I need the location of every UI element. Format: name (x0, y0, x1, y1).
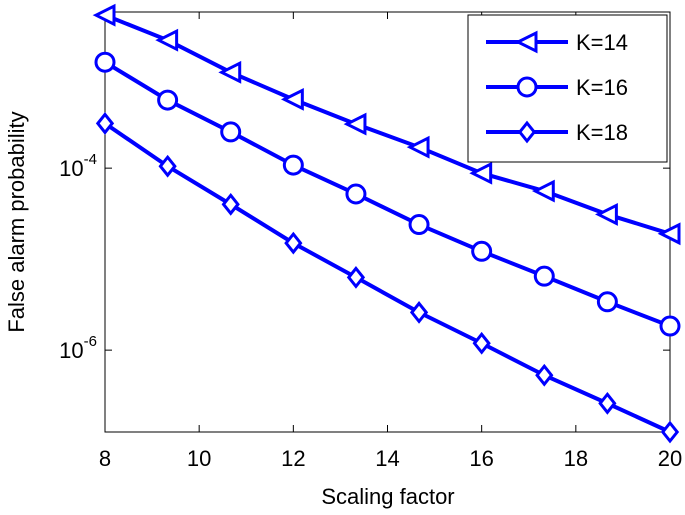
data-point (596, 291, 618, 313)
y-axis-label: False alarm probability (4, 111, 29, 332)
y-tick-label: 10-6 (59, 333, 97, 363)
data-point (472, 331, 491, 355)
data-point (409, 300, 429, 324)
data-point (598, 391, 617, 415)
data-point (157, 89, 179, 111)
data-point (346, 266, 366, 289)
x-tick-label: 8 (99, 446, 111, 471)
data-point (92, 3, 116, 27)
x-axis-label: Scaling factor (321, 484, 454, 509)
data-point (284, 231, 303, 255)
legend-marker (517, 120, 537, 144)
data-point (280, 87, 304, 111)
x-tick-label: 10 (187, 446, 211, 471)
data-point (282, 154, 304, 176)
data-point (471, 240, 493, 262)
legend-marker (514, 30, 538, 54)
data-point (95, 112, 115, 135)
data-point (595, 203, 618, 226)
data-point (221, 192, 240, 216)
data-point (408, 214, 430, 236)
data-point (533, 265, 555, 287)
legend-marker (516, 76, 538, 98)
x-tick-label: 16 (469, 446, 493, 471)
x-tick-label: 18 (564, 446, 588, 471)
data-point (531, 179, 555, 203)
data-point (343, 112, 367, 136)
series-line (103, 60, 671, 328)
legend-label: K=18 (576, 120, 628, 145)
data-point (218, 60, 242, 84)
series-line (103, 121, 671, 434)
data-point (535, 363, 554, 387)
data-point (660, 420, 680, 444)
x-tick-label: 12 (281, 446, 305, 471)
data-point (94, 51, 116, 73)
data-point (657, 222, 681, 246)
data-point (469, 161, 493, 185)
x-tick-label: 20 (658, 446, 682, 471)
y-tick-label: 10-4 (59, 151, 97, 181)
x-tick-label: 14 (375, 446, 399, 471)
data-point (406, 135, 430, 159)
series-line (104, 13, 671, 236)
legend-label: K=14 (576, 30, 628, 55)
data-point (345, 183, 367, 205)
data-point (659, 315, 681, 337)
data-point (155, 28, 179, 52)
legend-label: K=16 (576, 75, 628, 100)
data-point (220, 121, 242, 143)
data-point (158, 154, 177, 178)
